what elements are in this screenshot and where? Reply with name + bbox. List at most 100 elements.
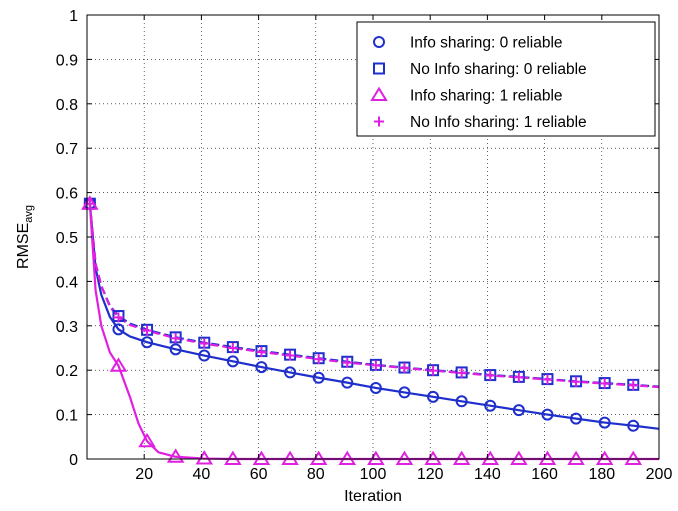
- series-0-point: [169, 343, 182, 356]
- series-0-point: [198, 349, 211, 362]
- y-tick-label: 0.2: [56, 363, 78, 380]
- series-2-point: [138, 432, 156, 448]
- series-3-point: [285, 350, 296, 361]
- series-3-point: [256, 346, 267, 357]
- x-tick-label: 40: [193, 466, 211, 483]
- y-tick-label: 0.8: [56, 97, 78, 114]
- y-tick-label: 0.5: [56, 230, 78, 247]
- series-2-point: [281, 450, 299, 465]
- series-0-point: [369, 381, 382, 394]
- x-tick-label: 140: [474, 466, 501, 483]
- series-3-point: [142, 325, 153, 336]
- series-0-point: [570, 412, 583, 425]
- legend-entries: Info sharing: 0 reliable No Info sharing:…: [370, 35, 587, 131]
- series-3-point: [227, 343, 238, 353]
- legend-label-0: Info sharing: 0 reliable: [410, 35, 563, 52]
- legend-marker-2: [370, 86, 388, 101]
- legend-marker-0: [373, 36, 385, 48]
- series-0-point: [255, 361, 268, 374]
- series-2-point: [309, 450, 328, 465]
- legend-label-2: Info sharing: 1 reliable: [410, 88, 563, 105]
- series-3-point: [342, 357, 353, 368]
- series-0-point: [484, 399, 497, 412]
- series-2-point: [510, 450, 528, 465]
- x-tick-label: 200: [646, 466, 673, 483]
- series-2-point: [338, 450, 357, 465]
- series-2-point: [109, 357, 128, 372]
- series-2-point: [481, 450, 500, 465]
- series-0-point: [455, 395, 468, 408]
- x-tick-label: 60: [250, 466, 268, 483]
- series-3-point: [628, 380, 639, 391]
- series-2-point: [166, 448, 185, 463]
- legend-label-1: No Info sharing: 0 reliable: [410, 61, 587, 78]
- x-tick-label: 100: [360, 466, 387, 483]
- series-2-point: [567, 450, 585, 465]
- y-tick-label: 0.7: [56, 141, 78, 158]
- x-tick-label: 160: [531, 466, 558, 483]
- series-0-point: [226, 355, 239, 368]
- series-2-point: [424, 450, 442, 465]
- series-3-point: [113, 312, 124, 323]
- series-3-point: [513, 372, 524, 383]
- series-0-point: [512, 404, 525, 417]
- ticks: [87, 14, 660, 460]
- series-2-point: [224, 450, 242, 465]
- series-3-point: [399, 362, 410, 373]
- series-markers: [81, 195, 643, 465]
- series-2-point: [367, 450, 385, 465]
- series-0-point: [312, 371, 325, 384]
- series-2-point: [195, 450, 214, 465]
- x-tick-label: 80: [307, 466, 325, 483]
- y-tick-label: 0.4: [56, 274, 78, 291]
- y-axis-label: RMSEavg: [15, 205, 35, 269]
- series-3-point: [599, 378, 610, 389]
- x-tick-label: 20: [135, 466, 153, 483]
- series-2-point: [81, 195, 99, 210]
- y-tick-label: 1: [69, 8, 78, 25]
- series-3-point: [542, 374, 553, 385]
- series-0-point: [427, 390, 440, 403]
- series-2-point: [452, 450, 471, 465]
- series-3-point: [199, 338, 210, 349]
- legend-box: [356, 21, 656, 137]
- legend: Info sharing: 0 reliable No Info sharing:…: [356, 21, 656, 137]
- series-3-point: [313, 354, 324, 365]
- y-axis-label-main: RMSE: [15, 223, 32, 269]
- y-tick-label: 0.1: [56, 408, 78, 425]
- series-0-point: [627, 419, 640, 432]
- series-3-point: [428, 365, 439, 376]
- legend-marker-3: [374, 116, 384, 127]
- series-0-point: [112, 323, 125, 336]
- series-3-point: [170, 333, 181, 344]
- series-0-point: [398, 386, 411, 399]
- y-tick-label: 0: [69, 452, 78, 469]
- series-0-point: [598, 416, 611, 429]
- series-0-point: [341, 376, 354, 389]
- series-2-point: [624, 450, 643, 465]
- series-2-point: [395, 450, 414, 465]
- y-tick-label: 0.3: [56, 319, 78, 336]
- y-axis-label-subscript: avg: [23, 205, 35, 223]
- legend-marker-1: [373, 62, 385, 75]
- series-2-point: [538, 450, 557, 465]
- series-0-point: [141, 336, 154, 349]
- legend-label-3: No Info sharing: 1 reliable: [410, 114, 587, 131]
- series-0-point: [284, 366, 297, 379]
- series-2-point: [252, 450, 271, 465]
- x-axis-label: Iteration: [344, 488, 402, 505]
- series-line-0: [88, 203, 660, 430]
- series-0-point: [541, 408, 554, 421]
- y-tick-labels: 0 0.1 0.2 0.3 0.4 0.5 0.6 0.7 0.8 0.9 1: [56, 8, 78, 469]
- x-tick-labels: 20 40 60 80 100 120 140 160 180 200: [135, 466, 672, 483]
- series-3-point: [485, 370, 496, 381]
- y-tick-label: 0.6: [56, 186, 78, 203]
- series-3-point: [370, 360, 381, 371]
- y-tick-label: 0.9: [56, 52, 78, 69]
- series-3-point: [456, 367, 467, 378]
- series-2-point: [595, 450, 614, 465]
- x-tick-label: 180: [588, 466, 615, 483]
- series-3-point: [571, 376, 582, 387]
- x-tick-label: 120: [417, 466, 444, 483]
